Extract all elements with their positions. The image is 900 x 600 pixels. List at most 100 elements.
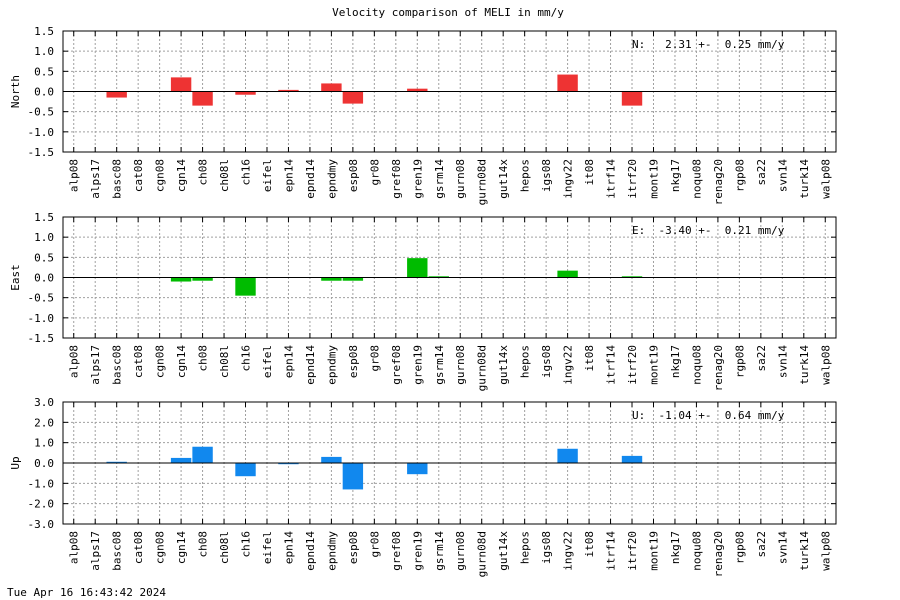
x-tick-label: cat08: [132, 159, 145, 192]
y-tick-label: 0.0: [34, 457, 54, 470]
bar-epn14: [278, 463, 299, 465]
x-tick-label: gren19: [411, 531, 424, 571]
x-tick-label: epnd14: [304, 159, 317, 199]
x-tick-label: svn14: [776, 159, 789, 192]
x-tick-label: mont19: [647, 531, 660, 571]
y-tick-label: -1.0: [28, 477, 55, 490]
x-tick-label: ch16: [240, 345, 253, 372]
x-tick-label: ch16: [240, 159, 253, 186]
x-tick-label: gref08: [390, 531, 403, 571]
y-tick-label: 0.0: [34, 272, 54, 285]
x-tick-label: epndmy: [325, 531, 338, 571]
x-tick-label: rgp08: [733, 159, 746, 192]
x-tick-label: hepos: [519, 159, 532, 192]
bar-esp08: [342, 277, 364, 281]
x-tick-label: walp08: [819, 345, 832, 385]
y-tick-label: 2.0: [34, 416, 54, 429]
x-tick-label: alp08: [68, 345, 81, 378]
x-tick-label: rgp08: [733, 531, 746, 564]
x-tick-label: gurn08d: [476, 531, 489, 577]
x-tick-label: gref08: [390, 159, 403, 199]
x-tick-label: renag20: [712, 159, 725, 205]
x-tick-label: ingv22: [562, 531, 575, 571]
bar-cgn14: [170, 277, 192, 282]
x-tick-label: basc08: [111, 531, 124, 571]
x-tick-label: basc08: [111, 345, 124, 385]
x-tick-label: it08: [583, 345, 596, 372]
x-tick-label: noqu08: [690, 531, 703, 571]
x-tick-label: ch08l: [218, 531, 231, 564]
timestamp-footer: Tue Apr 16 16:43:42 2024: [7, 586, 166, 599]
x-tick-label: ch08: [197, 531, 210, 558]
x-tick-label: alp08: [68, 531, 81, 564]
bar-cgn14: [170, 77, 192, 92]
bar-esp08: [342, 463, 364, 490]
bar-itrf20: [621, 276, 643, 278]
x-tick-label: walp08: [819, 531, 832, 571]
x-tick-label: epnd14: [304, 345, 317, 385]
x-tick-label: itrf20: [626, 159, 639, 199]
x-tick-label: igs08: [540, 531, 553, 564]
velocity-annotation: U: -1.04 +- 0.64 mm/y: [632, 409, 785, 422]
x-tick-label: walp08: [819, 159, 832, 199]
velocity-annotation: E: -3.40 +- 0.21 mm/y: [632, 224, 785, 237]
y-axis-label: Up: [9, 456, 22, 469]
x-tick-label: gurn08d: [476, 345, 489, 391]
x-tick-label: gr08: [368, 159, 381, 186]
x-tick-label: renag20: [712, 531, 725, 577]
x-tick-label: cgn14: [175, 159, 188, 192]
y-tick-label: 1.0: [34, 231, 54, 244]
bar-gsrm14: [428, 276, 449, 278]
x-tick-label: alps17: [89, 159, 102, 199]
y-axis-label: East: [9, 264, 22, 291]
x-tick-label: ch08l: [218, 345, 231, 378]
x-tick-label: eifel: [261, 159, 274, 192]
y-tick-label: 0.5: [34, 251, 54, 264]
x-tick-label: esp08: [347, 159, 360, 192]
x-tick-label: sa22: [755, 159, 768, 186]
bar-epndmy: [321, 83, 342, 92]
x-tick-label: cgn08: [154, 345, 167, 378]
x-tick-label: epndmy: [325, 345, 338, 385]
y-tick-label: 1.5: [34, 25, 54, 38]
bar-ch16: [235, 91, 256, 95]
bar-gren19: [407, 463, 428, 475]
bar-basc08: [106, 461, 127, 463]
bar-esp08: [342, 91, 364, 104]
bar-ingv22: [557, 270, 578, 278]
x-tick-label: gurn08: [454, 345, 467, 385]
panel-north: -1.5 -1.0 -0.5 0.0 0.5 1.0 1.5 alp08 alps17 basc0…: [9, 25, 837, 205]
y-tick-label: -3.0: [28, 518, 55, 531]
bar-epndmy: [321, 277, 342, 281]
y-tick-label: 1.0: [34, 45, 54, 58]
x-tick-label: itrf14: [605, 531, 618, 571]
bar-basc08: [106, 91, 127, 98]
x-tick-label: cgn08: [154, 159, 167, 192]
x-tick-label: gut14x: [497, 159, 510, 199]
plot-frame: [62, 216, 837, 339]
x-tick-label: itrf14: [605, 345, 618, 385]
x-tick-label: rgp08: [733, 345, 746, 378]
y-tick-label: -1.0: [28, 126, 55, 139]
x-tick-label: cat08: [132, 531, 145, 564]
x-tick-label: eifel: [261, 345, 274, 378]
x-tick-label: igs08: [540, 159, 553, 192]
x-tick-label: mont19: [647, 159, 660, 199]
x-tick-label: alp08: [68, 159, 81, 192]
x-tick-label: cat08: [132, 345, 145, 378]
x-tick-label: gr08: [368, 345, 381, 372]
chart-title: Velocity comparison of MELI in mm/y: [332, 6, 564, 19]
x-tick-label: hepos: [519, 531, 532, 564]
x-tick-label: ch08l: [218, 159, 231, 192]
x-tick-label: gsrm14: [433, 531, 446, 571]
bar-ch08: [192, 277, 213, 281]
x-tick-label: alps17: [89, 345, 102, 385]
x-tick-label: sa22: [755, 531, 768, 558]
x-tick-label: epn14: [282, 531, 295, 564]
x-tick-label: eifel: [261, 531, 274, 564]
y-tick-label: -1.5: [28, 332, 55, 345]
x-tick-label: gref08: [390, 345, 403, 385]
x-tick-label: renag20: [712, 345, 725, 391]
y-tick-label: 0.5: [34, 65, 54, 78]
